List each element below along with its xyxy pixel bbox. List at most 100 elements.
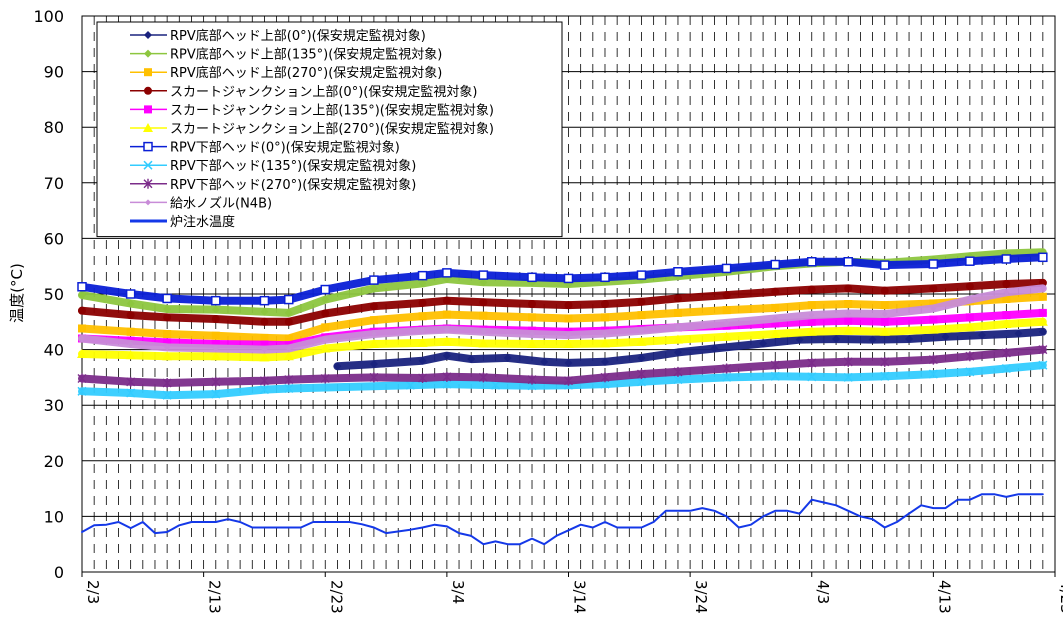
series-marker <box>1001 363 1011 374</box>
series-marker <box>419 327 426 334</box>
series-marker <box>284 317 293 326</box>
series-marker <box>441 336 452 346</box>
y-axis-label: 温度(°C) <box>8 263 26 323</box>
series-marker <box>600 357 609 366</box>
series-marker <box>965 256 975 266</box>
series-marker <box>965 367 975 377</box>
series-marker <box>722 363 732 374</box>
series-marker <box>479 278 488 287</box>
series-marker <box>284 294 294 305</box>
series-marker <box>259 385 269 395</box>
series-marker <box>1038 344 1048 355</box>
series-marker <box>479 298 488 307</box>
series-marker <box>143 178 153 189</box>
series-marker <box>143 141 153 152</box>
series-marker <box>259 352 270 362</box>
series-marker <box>322 336 329 343</box>
series-marker <box>77 282 87 292</box>
series-marker <box>843 372 853 382</box>
series-marker <box>261 346 268 353</box>
series-marker <box>880 356 890 367</box>
series-marker <box>527 272 537 283</box>
series-marker <box>164 344 171 351</box>
series-marker <box>637 297 646 306</box>
series-marker <box>467 355 476 364</box>
series-marker <box>721 263 732 274</box>
series-marker <box>144 49 152 58</box>
series-marker <box>480 328 487 335</box>
series-layer <box>77 248 1048 546</box>
series-marker <box>721 331 732 341</box>
series-marker <box>368 339 379 349</box>
series-marker <box>673 375 683 385</box>
series-marker <box>807 301 816 310</box>
series-marker <box>162 351 173 361</box>
series-marker <box>759 339 768 348</box>
series-marker <box>418 372 428 383</box>
series-marker <box>418 356 427 365</box>
series-marker <box>260 340 269 349</box>
series-marker <box>211 340 220 349</box>
series-marker <box>771 303 780 312</box>
series-marker <box>600 372 610 383</box>
series-marker <box>673 348 682 357</box>
series-marker <box>795 335 804 344</box>
series-marker <box>211 389 221 399</box>
series-marker <box>442 268 452 278</box>
series-marker <box>284 334 293 343</box>
series-marker <box>211 376 221 387</box>
series-marker <box>284 383 294 394</box>
y-tick-label: 10 <box>44 507 64 526</box>
series-marker <box>930 305 937 312</box>
series-marker <box>211 331 220 340</box>
series-marker <box>125 289 136 299</box>
y-tick-label: 20 <box>44 452 64 471</box>
series-marker <box>442 296 451 305</box>
legend-label: 炉注水温度 <box>170 214 235 230</box>
x-tick-label: 2/23 <box>327 580 345 614</box>
series-marker <box>284 374 294 385</box>
series-marker <box>77 349 87 359</box>
series-marker <box>832 335 841 344</box>
series-marker <box>442 379 452 389</box>
series-marker <box>527 339 538 349</box>
series-marker <box>285 345 292 352</box>
series-marker <box>599 338 610 348</box>
series-marker <box>478 338 489 348</box>
series-marker <box>479 311 488 320</box>
series-marker <box>125 350 136 360</box>
series-marker <box>770 259 781 270</box>
series-marker <box>722 372 732 382</box>
series-marker <box>1038 252 1048 263</box>
series-marker <box>144 31 152 39</box>
series-marker <box>722 291 731 300</box>
series-marker <box>928 354 938 365</box>
series-marker <box>601 330 608 337</box>
series-marker <box>529 331 536 338</box>
series-marker <box>417 337 428 347</box>
series-marker <box>600 300 609 309</box>
legend-label: スカートジャンクション上部(270°)(保安規定監視対象) <box>170 121 494 137</box>
series-marker <box>283 351 294 361</box>
legend-label: RPV下部ヘッド(270°)(保安規定監視対象) <box>170 177 416 193</box>
series-marker <box>807 317 816 326</box>
y-tick-label: 100 <box>33 7 64 26</box>
series-marker <box>672 334 683 344</box>
series-marker <box>321 295 330 304</box>
series-marker <box>964 322 975 332</box>
series-marker <box>978 331 987 340</box>
series-marker <box>771 319 780 328</box>
series-marker <box>965 351 975 362</box>
series-marker <box>369 275 379 285</box>
series-marker <box>369 372 379 383</box>
series-marker <box>1014 329 1023 338</box>
y-tick-label: 40 <box>44 341 64 360</box>
series-marker <box>212 345 219 352</box>
series-marker <box>540 357 549 366</box>
series-marker <box>369 302 378 311</box>
series-10 <box>81 493 1044 546</box>
legend-label: RPV底部ヘッド上部(270°)(保安規定監視対象) <box>170 65 442 81</box>
series-marker <box>880 371 890 381</box>
series-marker <box>162 390 172 400</box>
